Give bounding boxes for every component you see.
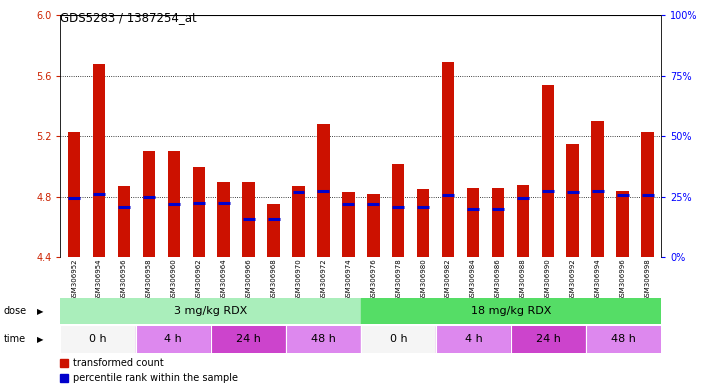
Bar [242,182,255,257]
Bar [492,188,504,257]
Bar [436,326,511,353]
Text: GSM306978: GSM306978 [395,258,401,301]
Text: 24 h: 24 h [536,334,561,344]
Text: GSM306962: GSM306962 [196,258,202,301]
Text: 3 mg/kg RDX: 3 mg/kg RDX [174,306,247,316]
Bar [317,124,330,257]
Text: dose: dose [4,306,27,316]
Bar [360,298,661,324]
Text: GSM306960: GSM306960 [171,258,177,301]
Bar [641,132,653,257]
Text: GSM306986: GSM306986 [495,258,501,301]
Text: 4 h: 4 h [464,334,482,344]
Bar [367,194,380,257]
Text: ▶: ▶ [37,306,43,316]
Bar [136,326,210,353]
Text: GSM306952: GSM306952 [71,258,77,301]
Bar [467,188,479,257]
Text: GSM306998: GSM306998 [644,258,651,301]
Bar [267,204,280,257]
Bar [93,64,105,257]
Text: GSM306956: GSM306956 [121,258,127,301]
Text: GSM306980: GSM306980 [420,258,426,301]
Bar [417,189,429,257]
Bar [517,185,529,257]
Bar [392,164,405,257]
Text: 48 h: 48 h [311,334,336,344]
Bar [193,167,205,257]
Text: GSM306974: GSM306974 [346,258,351,301]
Text: 0 h: 0 h [89,334,107,344]
Text: GSM306964: GSM306964 [220,258,227,301]
Bar [68,132,80,257]
Text: 0 h: 0 h [390,334,407,344]
Bar [292,186,305,257]
Bar [567,144,579,257]
Bar [360,326,436,353]
Text: 4 h: 4 h [164,334,182,344]
Text: 48 h: 48 h [611,334,636,344]
Bar [586,326,661,353]
Text: GSM306976: GSM306976 [370,258,376,301]
Bar [118,186,130,257]
Text: GSM306992: GSM306992 [570,258,576,301]
Text: GSM306972: GSM306972 [321,258,326,301]
Text: GSM306996: GSM306996 [619,258,626,301]
Text: GSM306968: GSM306968 [271,258,277,301]
Text: GSM306958: GSM306958 [146,258,152,301]
Bar [616,191,629,257]
Text: GSM306990: GSM306990 [545,258,551,301]
Text: 24 h: 24 h [236,334,261,344]
Text: GSM306970: GSM306970 [296,258,301,301]
Text: GSM306954: GSM306954 [96,258,102,301]
Bar [286,326,360,353]
Text: GSM306988: GSM306988 [520,258,526,301]
Bar [60,326,136,353]
Text: GSM306994: GSM306994 [594,258,601,301]
Bar [542,85,554,257]
Bar [60,298,360,324]
Bar [342,192,355,257]
Bar [210,326,286,353]
Bar [442,62,454,257]
Text: GSM306982: GSM306982 [445,258,451,301]
Text: GSM306966: GSM306966 [246,258,252,301]
Bar [592,121,604,257]
Text: 18 mg/kg RDX: 18 mg/kg RDX [471,306,551,316]
Text: GDS5283 / 1387254_at: GDS5283 / 1387254_at [60,11,197,24]
Text: percentile rank within the sample: percentile rank within the sample [73,373,238,383]
Text: GSM306984: GSM306984 [470,258,476,301]
Bar [168,151,180,257]
Text: transformed count: transformed count [73,358,164,368]
Bar [143,151,155,257]
Text: time: time [4,334,26,344]
Text: ▶: ▶ [37,334,43,344]
Bar [511,326,586,353]
Bar [218,182,230,257]
